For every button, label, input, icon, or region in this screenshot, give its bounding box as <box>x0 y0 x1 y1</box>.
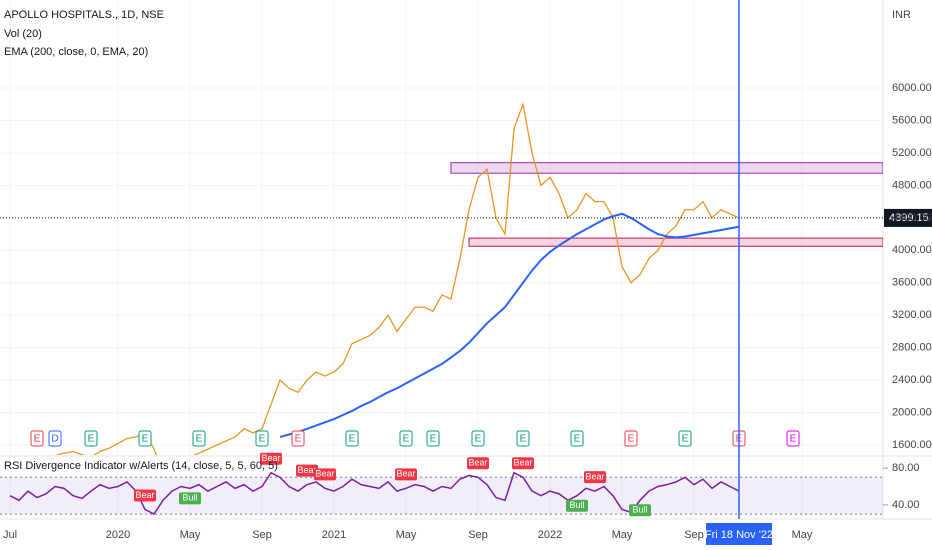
x-tick-label: Jul <box>3 529 17 541</box>
zone <box>468 237 883 247</box>
price-line <box>54 101 740 455</box>
x-tick-label: 2021 <box>322 529 346 541</box>
x-tick-label: Sep <box>684 529 704 541</box>
rsi-pane <box>0 471 883 515</box>
event-label: E <box>520 434 527 445</box>
signal-label: Bull <box>182 493 197 503</box>
y-tick-label: 3600.00 <box>892 277 932 289</box>
signal-tag <box>260 452 282 465</box>
crosshair-label: Fri 18 Nov '22 <box>705 529 773 541</box>
signal-tag <box>629 504 651 517</box>
event-marker <box>570 430 584 447</box>
symbol-title: APOLLO HOSPITALS., 1D, NSE <box>4 9 164 21</box>
y-tick-label: 3200.00 <box>892 309 932 321</box>
rsi-tick-label: 40.00 <box>892 499 920 511</box>
x-tick-label: May <box>792 529 813 541</box>
event-marker <box>786 430 800 447</box>
x-tick-label: Sep <box>468 529 488 541</box>
signal-tag <box>566 499 588 512</box>
y-tick-label: 1600.00 <box>892 439 932 451</box>
y-tick-label: 4000.00 <box>892 244 932 256</box>
event-marker <box>516 430 530 447</box>
event-marker <box>30 430 44 447</box>
event-marker <box>192 430 206 447</box>
signal-label: Bear <box>315 469 334 479</box>
event-label: E <box>88 434 95 445</box>
event-label: E <box>682 434 689 445</box>
signal-tag <box>467 457 489 470</box>
rsi-line <box>9 471 740 515</box>
signal-label: Bear <box>297 465 316 475</box>
event-label: E <box>790 434 797 445</box>
event-marker <box>291 430 305 447</box>
x-tick-label: 2020 <box>106 529 130 541</box>
signal-tag <box>395 468 417 481</box>
signal-label: Bull <box>569 500 584 510</box>
event-label: E <box>628 434 635 445</box>
x-tick-label: May <box>612 529 633 541</box>
x-tick-label: Sep <box>252 529 272 541</box>
rsi-band <box>0 477 883 515</box>
signal-tag <box>296 464 318 477</box>
signal-label: Bear <box>513 458 532 468</box>
event-label: E <box>34 434 41 445</box>
event-label: E <box>295 434 302 445</box>
event-label: E <box>403 434 410 445</box>
ema-line <box>279 212 740 438</box>
event-marker <box>255 430 269 447</box>
y-tick-label: 4400.00 <box>892 212 932 224</box>
volume-title: Vol (20) <box>4 28 42 40</box>
event-label: E <box>142 434 149 445</box>
signal-label: Bull <box>632 505 647 515</box>
event-label: E <box>475 434 482 445</box>
y-tick-label: 4800.00 <box>892 179 932 191</box>
event-label: E <box>430 434 437 445</box>
zone <box>450 162 883 174</box>
event-marker <box>624 430 638 447</box>
currency-label: INR <box>892 9 911 21</box>
y-tick-label: 2800.00 <box>892 342 932 354</box>
event-marker <box>399 430 413 447</box>
event-label: E <box>349 434 356 445</box>
event-marker <box>48 430 62 447</box>
event-marker <box>471 430 485 447</box>
crosshair-tag <box>706 523 772 545</box>
rsi-title: RSI Divergence Indicator w/Alerts (14, c… <box>4 460 278 472</box>
event-marker <box>84 430 98 447</box>
y-tick-label: 5600.00 <box>892 114 932 126</box>
ema-title: EMA (200, close, 0, EMA, 20) <box>4 46 148 58</box>
x-tick-label: May <box>180 529 201 541</box>
signal-label: Bear <box>396 469 415 479</box>
signal-label: Bear <box>585 471 604 481</box>
event-marker <box>345 430 359 447</box>
signal-tag <box>134 489 156 502</box>
event-label: E <box>259 434 266 445</box>
signal-label: Bear <box>468 458 487 468</box>
event-marker <box>138 430 152 447</box>
signal-label: Bear <box>135 490 154 500</box>
last-price-label: 4399.15 <box>889 212 929 224</box>
signal-tag <box>179 492 201 505</box>
y-tick-label: 5200.00 <box>892 147 932 159</box>
y-tick-label: 2000.00 <box>892 406 932 418</box>
event-marker <box>426 430 440 447</box>
signal-tag <box>512 457 534 470</box>
y-tick-label: 6000.00 <box>892 82 932 94</box>
signal-tag <box>314 468 336 481</box>
signal-label: Bear <box>261 453 280 463</box>
signal-tag <box>584 471 606 484</box>
x-tick-label: 2022 <box>538 529 562 541</box>
event-label: E <box>574 434 581 445</box>
rsi-tick-label: 80.00 <box>892 462 920 474</box>
last-price-tag <box>884 208 932 227</box>
x-tick-label: May <box>396 529 417 541</box>
event-marker <box>678 430 692 447</box>
event-label: D <box>51 434 58 445</box>
event-label: E <box>196 434 203 445</box>
y-tick-label: 2400.00 <box>892 374 932 386</box>
